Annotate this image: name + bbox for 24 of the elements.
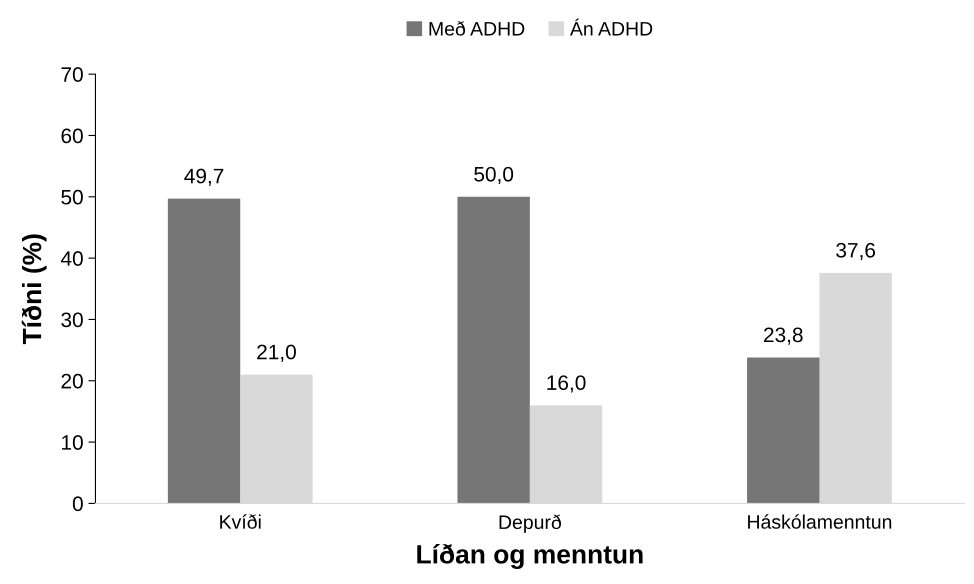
x-tick-label: Háskólamenntun bbox=[748, 514, 892, 529]
y-tick-label: 60 bbox=[62, 128, 83, 144]
data-label: 50,0 bbox=[474, 166, 514, 184]
y-tick-label: 30 bbox=[61, 312, 83, 328]
bar bbox=[747, 357, 820, 504]
y-tick-label: 70 bbox=[62, 67, 83, 82]
bar bbox=[457, 196, 530, 504]
data-label: 16,0 bbox=[547, 375, 586, 393]
y-tick-label: 10 bbox=[62, 435, 83, 450]
data-label: 49,7 bbox=[184, 168, 224, 186]
y-axis-title: Tíðni (%) bbox=[22, 234, 47, 344]
x-tick-label: Kvíði bbox=[220, 514, 261, 529]
data-label: 37,6 bbox=[836, 242, 876, 260]
x-axis-title: Líðan og menntun bbox=[417, 544, 643, 569]
data-label: 23,8 bbox=[764, 327, 803, 345]
legend-label: Með ADHD bbox=[430, 21, 524, 36]
y-tick-label: 50 bbox=[61, 190, 83, 205]
legend-label: Án ADHD bbox=[570, 18, 652, 36]
data-label: 21,0 bbox=[257, 344, 296, 362]
x-tick-label: Depurð bbox=[500, 514, 562, 533]
y-tick-label: 0 bbox=[72, 496, 83, 512]
bar bbox=[168, 198, 240, 504]
y-tick-label: 40 bbox=[60, 251, 83, 266]
y-tick-label: 20 bbox=[62, 374, 83, 389]
